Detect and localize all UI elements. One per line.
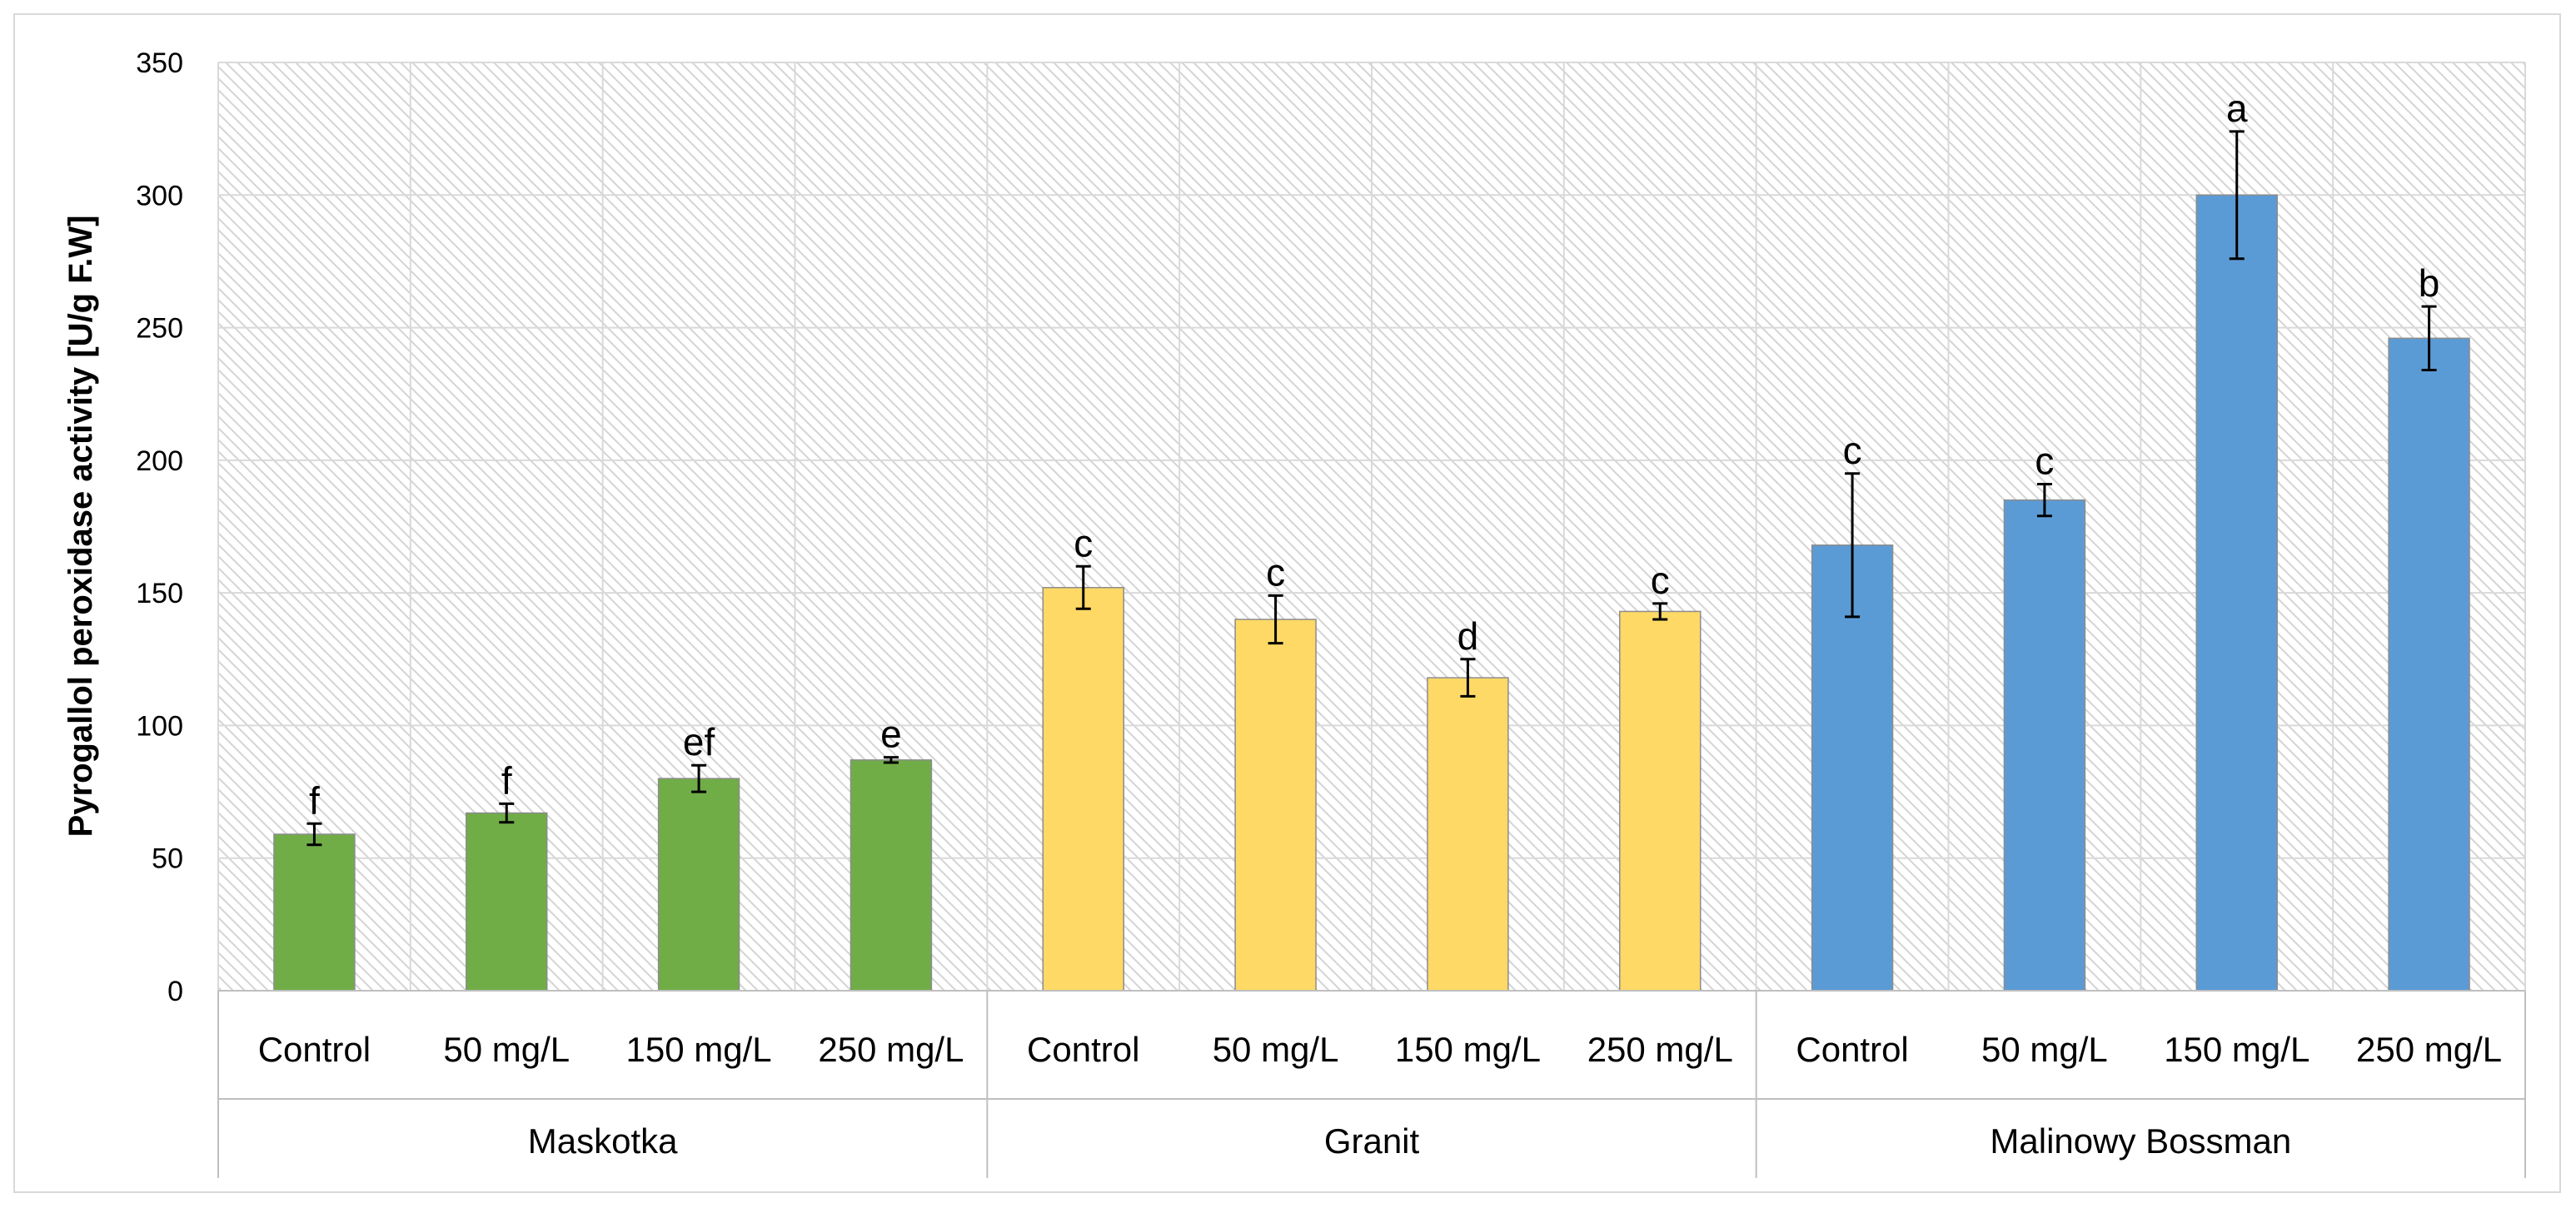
y-tick-label: 300 <box>136 180 183 211</box>
bar <box>657 778 740 992</box>
significance-label: b <box>2419 261 2440 305</box>
bar <box>2003 499 2086 992</box>
y-tick-label: 50 <box>152 843 183 875</box>
significance-label: c <box>1843 429 1862 472</box>
axes: 0 50 100 150 200 250 300 350 Control 50 mg/L 150 m… <box>136 47 2526 1178</box>
x-group-label: Granit <box>1324 1121 1420 1161</box>
bars: f f ef e c c d c c c a b <box>273 87 2470 992</box>
significance-label: ef <box>683 720 715 763</box>
x-category-label: 250 mg/L <box>818 1030 964 1069</box>
bar <box>1234 619 1317 992</box>
y-axis-title: Pyrogallol peroxidase activity [U/g F.W] <box>62 216 99 838</box>
gridlines <box>217 62 2526 992</box>
bar <box>1427 677 1509 992</box>
x-category-label: Control <box>1027 1030 1139 1069</box>
x-category-label: 250 mg/L <box>2356 1030 2502 1069</box>
significance-label: c <box>1651 559 1670 602</box>
bar <box>850 759 933 992</box>
significance-label: c <box>1266 550 1285 594</box>
bar <box>1619 610 1702 992</box>
significance-label: a <box>2226 87 2248 130</box>
x-group-label: Maskotka <box>528 1121 678 1161</box>
x-category-label: Control <box>1796 1030 1908 1069</box>
x-category-label: 150 mg/L <box>2164 1030 2309 1069</box>
x-category-label: 50 mg/L <box>1213 1030 1339 1069</box>
y-tick-label: 0 <box>167 976 183 1007</box>
bar <box>2195 194 2278 992</box>
y-tick-label: 100 <box>136 710 183 742</box>
x-category-label: 50 mg/L <box>1981 1030 2108 1069</box>
significance-label: c <box>2035 440 2054 483</box>
significance-label: d <box>1457 614 1479 658</box>
y-tick-label: 150 <box>136 578 183 609</box>
bar <box>466 812 548 992</box>
significance-label: f <box>501 758 512 802</box>
significance-label: f <box>309 778 320 822</box>
significance-label: c <box>1074 521 1093 564</box>
bar <box>273 833 356 992</box>
y-tick-label: 200 <box>136 445 183 477</box>
x-category-label: 250 mg/L <box>1587 1030 1733 1069</box>
y-tick-label: 250 <box>136 313 183 345</box>
x-category-label: 150 mg/L <box>1395 1030 1541 1069</box>
bar <box>1042 587 1124 992</box>
bar <box>1811 544 1894 992</box>
y-tick-label: 350 <box>136 47 183 79</box>
bar <box>2388 337 2470 992</box>
x-group-label: Malinowy Bossman <box>1990 1121 2291 1161</box>
x-category-label: Control <box>258 1030 371 1069</box>
significance-label: e <box>880 713 902 756</box>
x-category-label: 150 mg/L <box>626 1030 772 1069</box>
x-category-label: 50 mg/L <box>443 1030 570 1069</box>
